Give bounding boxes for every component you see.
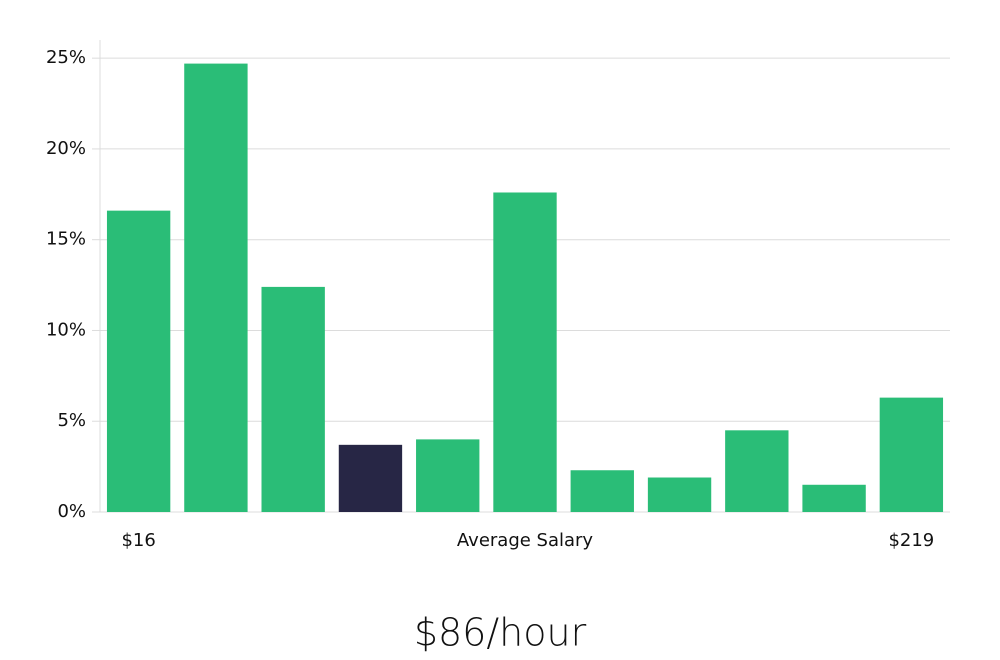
annotation: $86/hour (414, 611, 587, 655)
x-tick-label: $219 (888, 530, 934, 551)
bar (725, 430, 789, 512)
y-tick-label: 20% (46, 138, 86, 159)
bar (184, 63, 248, 512)
bar (879, 397, 944, 512)
x-axis-label: Average Salary (457, 530, 594, 551)
bar (647, 477, 712, 512)
y-tick-label: 5% (57, 410, 86, 431)
bar (802, 484, 866, 512)
bar (416, 439, 480, 512)
bar (261, 286, 325, 512)
x-tick-label: $16 (121, 530, 155, 551)
bar (570, 470, 634, 512)
y-tick-label: 10% (46, 319, 86, 340)
y-tick-label: 25% (46, 47, 86, 68)
y-tick-label: 0% (57, 501, 86, 522)
y-tick-label: 15% (46, 229, 86, 250)
bar (493, 192, 557, 512)
bar (106, 210, 171, 512)
bar (338, 444, 403, 512)
